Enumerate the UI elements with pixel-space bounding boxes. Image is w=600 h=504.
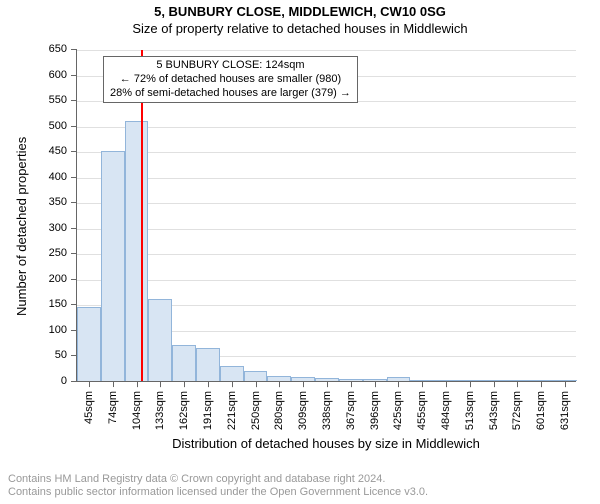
histogram-bar [172,345,196,381]
gridline [77,229,576,230]
x-tick-label: 45sqm [83,381,95,424]
y-tick-label: 650 [49,43,77,55]
gridline [77,178,576,179]
x-tick-label: 250sqm [250,381,262,430]
x-tick-label: 367sqm [345,381,357,430]
histogram-bar [101,151,125,381]
y-tick-label: 0 [61,375,77,387]
annotation-line-2: ← 72% of detached houses are smaller (98… [110,73,351,87]
gridline [77,203,576,204]
x-tick-label: 543sqm [488,381,500,430]
histogram-bar [148,299,172,381]
y-tick-label: 500 [49,120,77,132]
attribution: Contains HM Land Registry data © Crown c… [8,473,592,501]
x-tick-label: 484sqm [440,381,452,430]
y-tick-label: 350 [49,196,77,208]
x-tick-label: 221sqm [226,381,238,430]
x-tick-label: 104sqm [131,381,143,430]
histogram-bar [220,366,244,381]
x-tick-label: 601sqm [535,381,547,430]
y-tick-label: 150 [49,298,77,310]
annotation-line-1: 5 BUNBURY CLOSE: 124sqm [110,59,351,73]
annotation-line-3: 28% of semi-detached houses are larger (… [110,87,351,101]
x-tick-label: 513sqm [464,381,476,430]
y-tick-label: 550 [49,94,77,106]
x-tick-label: 396sqm [369,381,381,430]
attribution-line-1: Contains HM Land Registry data © Crown c… [8,473,592,487]
x-axis-label: Distribution of detached houses by size … [76,436,576,451]
x-tick-label: 455sqm [416,381,428,430]
gridline [77,152,576,153]
y-tick-label: 400 [49,171,77,183]
x-tick-label: 338sqm [321,381,333,430]
y-tick-label: 450 [49,145,77,157]
annotation-box: 5 BUNBURY CLOSE: 124sqm ← 72% of detache… [103,56,358,103]
histogram-bar [125,121,149,381]
histogram-bar [196,348,220,381]
y-tick-label: 300 [49,222,77,234]
x-tick-label: 425sqm [392,381,404,430]
x-tick-label: 572sqm [511,381,523,430]
gridline [77,127,576,128]
x-tick-label: 133sqm [154,381,166,430]
x-tick-label: 280sqm [273,381,285,430]
x-tick-label: 191sqm [202,381,214,430]
gridline [77,280,576,281]
plot-area: 5 BUNBURY CLOSE: 124sqm ← 72% of detache… [76,50,576,382]
x-tick-label: 162sqm [178,381,190,430]
x-tick-label: 74sqm [107,381,119,424]
chart-area: 5 BUNBURY CLOSE: 124sqm ← 72% of detache… [0,4,600,504]
y-tick-label: 250 [49,247,77,259]
histogram-bar [77,307,101,381]
y-tick-label: 50 [55,349,77,361]
x-tick-label: 631sqm [559,381,571,430]
x-tick-label: 309sqm [297,381,309,430]
histogram-bar [244,371,268,381]
y-tick-label: 200 [49,273,77,285]
gridline [77,50,576,51]
attribution-line-2: Contains public sector information licen… [8,486,592,500]
y-tick-label: 600 [49,69,77,81]
gridline [77,254,576,255]
y-tick-label: 100 [49,324,77,336]
